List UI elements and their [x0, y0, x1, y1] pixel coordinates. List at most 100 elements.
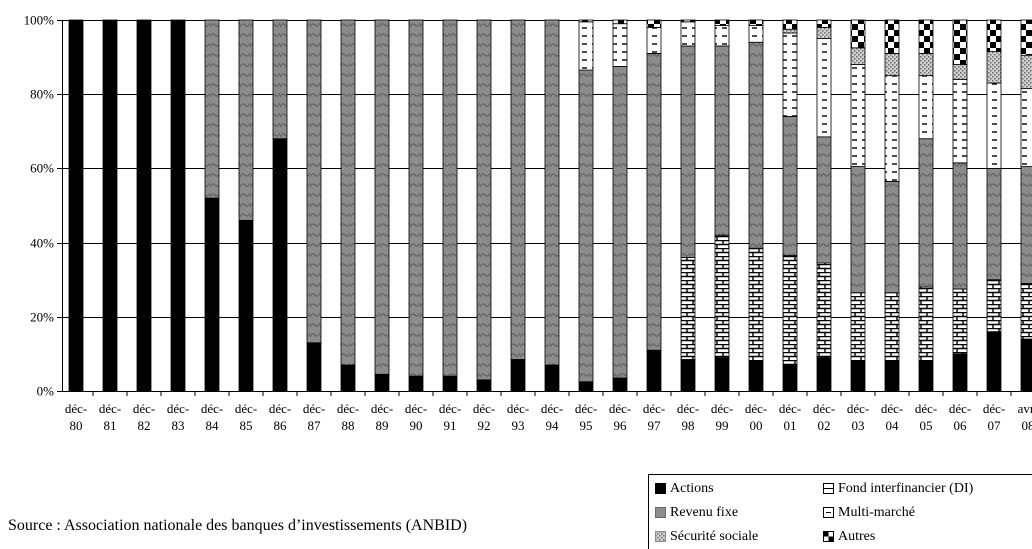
- bar-segment: [647, 20, 661, 27]
- x-tick-label: déc-: [405, 401, 427, 416]
- legend-label-actions: Actions: [670, 481, 714, 496]
- legend-item-autres: Autres: [823, 529, 875, 545]
- bar-segment: [817, 27, 831, 38]
- bar-segment: [953, 163, 967, 289]
- bar-segment: [409, 20, 423, 376]
- y-tick-label: 40%: [30, 236, 54, 251]
- bar-segment: [783, 256, 797, 365]
- x-tick-label: 85: [240, 418, 253, 433]
- x-tick-label: 08: [1022, 418, 1032, 433]
- x-tick-label: 01: [784, 418, 797, 433]
- bar-segment: [681, 46, 695, 257]
- bar-segment: [953, 79, 967, 162]
- bar-segment: [375, 20, 389, 374]
- bar-segment: [443, 20, 457, 376]
- bar-segment: [307, 20, 321, 343]
- bar-segment: [579, 20, 593, 22]
- bar-segment: [579, 382, 593, 391]
- x-tick-label: 92: [478, 418, 491, 433]
- x-tick-label: déc-: [65, 401, 87, 416]
- y-tick-label: 60%: [30, 161, 54, 176]
- bar-segment: [715, 26, 729, 46]
- bar-segment: [545, 365, 559, 391]
- bar-segment: [749, 20, 763, 26]
- x-tick-label: déc-: [983, 401, 1005, 416]
- x-axis: déc-80déc-81déc-82déc-83déc-84déc-85déc-…: [62, 391, 1032, 433]
- stacked-bar-chart: 0%20%40%60%80%100% déc-80déc-81déc-82déc…: [0, 0, 1032, 470]
- x-tick-label: 81: [104, 418, 117, 433]
- bars: [69, 20, 1032, 391]
- x-tick-label: déc-: [507, 401, 529, 416]
- x-tick-label: déc-: [643, 401, 665, 416]
- x-tick-label: déc-: [541, 401, 563, 416]
- bar-segment: [681, 22, 695, 46]
- bar-segment: [885, 76, 899, 182]
- x-tick-label: déc-: [677, 401, 699, 416]
- x-tick-label: 94: [546, 418, 560, 433]
- bar-segment: [783, 33, 797, 116]
- bar-segment: [919, 361, 933, 391]
- x-tick-label: déc-: [473, 401, 495, 416]
- bar-segment: [341, 20, 355, 365]
- bar-segment: [919, 20, 933, 53]
- x-tick-label: déc-: [813, 401, 835, 416]
- bar-segment: [511, 20, 525, 359]
- x-tick-label: 03: [852, 418, 865, 433]
- bar-segment: [273, 20, 287, 139]
- source-note: Source : Association nationale des banqu…: [8, 517, 467, 535]
- bar-segment: [851, 293, 865, 362]
- bar-segment: [953, 65, 967, 80]
- legend-swatch-revenu-fixe: [655, 507, 666, 518]
- x-tick-label: 95: [580, 418, 593, 433]
- legend-swatch-actions: [655, 483, 666, 494]
- x-tick-label: déc-: [235, 401, 257, 416]
- bar-segment: [715, 46, 729, 235]
- bar-segment: [579, 22, 593, 70]
- bar-segment: [851, 361, 865, 391]
- bar-segment: [613, 24, 627, 67]
- x-tick-label: 98: [682, 418, 695, 433]
- legend-label-revenu-fixe: Revenu fixe: [670, 505, 738, 520]
- x-tick-label: 02: [818, 418, 831, 433]
- x-tick-label: déc-: [371, 401, 393, 416]
- bar-segment: [613, 20, 627, 24]
- legend-label-fond-interfinancier: Fond interfinancier (DI): [838, 481, 973, 496]
- bar-segment: [647, 53, 661, 350]
- x-tick-label: déc-: [439, 401, 461, 416]
- legend-item-fond-interfinancier: Fond interfinancier (DI): [823, 481, 973, 497]
- bar-segment: [341, 365, 355, 391]
- x-tick-label: 83: [172, 418, 185, 433]
- bar-segment: [919, 76, 933, 139]
- bar-segment: [103, 20, 117, 391]
- bar-segment: [885, 181, 899, 292]
- x-tick-label: 86: [274, 418, 288, 433]
- legend-swatch-fond-interfinancier: [823, 483, 834, 494]
- bar-segment: [375, 374, 389, 391]
- x-tick-label: 06: [954, 418, 968, 433]
- bar-segment: [817, 39, 831, 137]
- legend-swatch-securite-sociale: [655, 531, 666, 542]
- bar-segment: [171, 20, 185, 391]
- bar-segment: [749, 42, 763, 248]
- bar-segment: [919, 139, 933, 287]
- bar-segment: [987, 168, 1001, 279]
- bar-segment: [715, 20, 729, 26]
- legend-item-securite-sociale: Sécurité sociale: [655, 529, 758, 545]
- bar-segment: [715, 235, 729, 357]
- legend-label-autres: Autres: [838, 529, 875, 544]
- x-tick-label: déc-: [915, 401, 937, 416]
- x-tick-label: déc-: [269, 401, 291, 416]
- bar-segment: [205, 198, 219, 391]
- bar-segment: [817, 20, 831, 27]
- x-tick-label: déc-: [711, 401, 733, 416]
- bar-segment: [919, 287, 933, 361]
- x-tick-label: 84: [206, 418, 220, 433]
- bar-segment: [783, 116, 797, 255]
- bar-segment: [749, 248, 763, 361]
- bar-segment: [715, 358, 729, 391]
- y-axis: 0%20%40%60%80%100%: [24, 13, 63, 399]
- x-tick-label: 99: [716, 418, 729, 433]
- bar-segment: [273, 139, 287, 391]
- bar-segment: [511, 359, 525, 391]
- x-tick-label: 05: [920, 418, 933, 433]
